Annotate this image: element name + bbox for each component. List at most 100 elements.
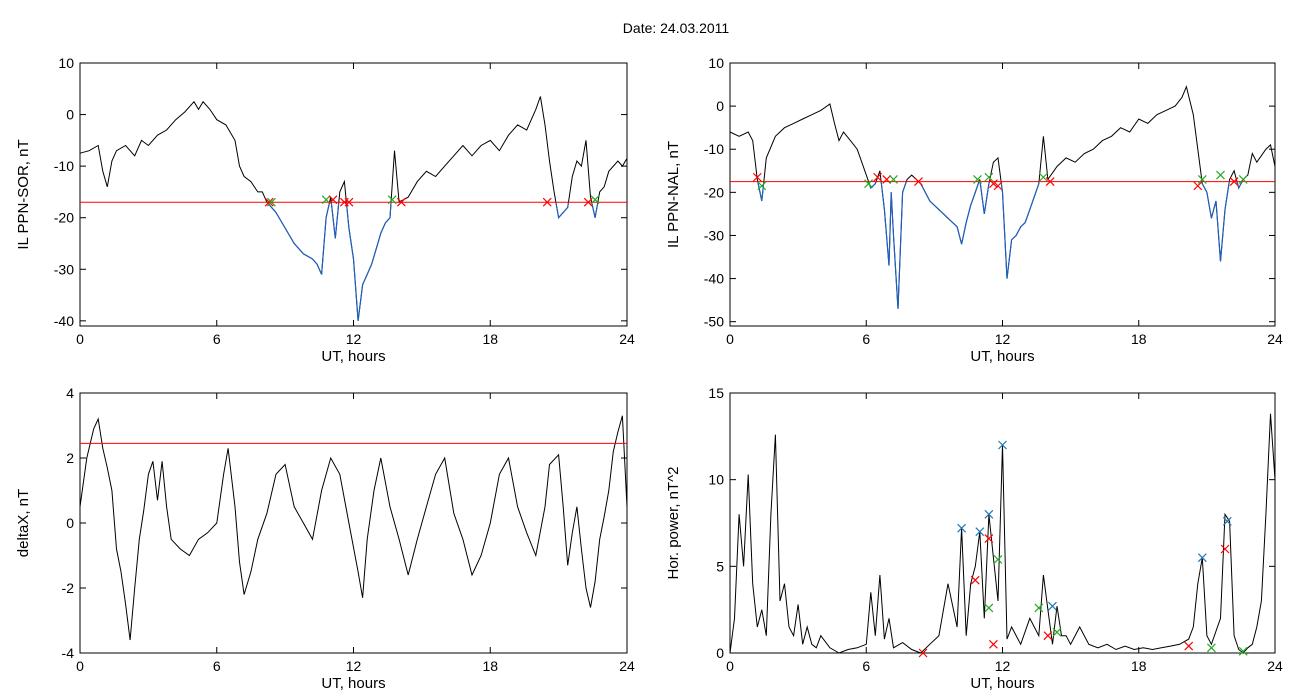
event-marker	[1197, 553, 1207, 563]
y-tick-label: 10	[708, 55, 724, 71]
y-tick-label: -20	[54, 210, 74, 226]
event-marker	[882, 174, 892, 184]
event-marker	[1216, 170, 1225, 180]
x-tick-label: 0	[726, 331, 734, 347]
event-marker	[267, 197, 276, 207]
y-tick-label: -40	[704, 271, 724, 287]
event-marker	[1206, 643, 1216, 653]
event-marker	[321, 195, 331, 205]
event-marker	[264, 197, 274, 207]
x-tick-label: 24	[619, 658, 635, 674]
y-tick-label: 0	[716, 98, 724, 114]
x-tick-label: 12	[346, 658, 362, 674]
y-tick-label: -2	[62, 580, 75, 596]
y-tick-label: -20	[704, 184, 724, 200]
x-tick-label: 24	[619, 331, 635, 347]
x-tick-label: 18	[1131, 658, 1147, 674]
event-marker	[914, 177, 923, 186]
event-marker	[583, 197, 593, 207]
panel-2: 0 6 12 18 24 10 0 -10 -20 -30 -40 -50 UT, hours IL PP…	[665, 55, 1283, 365]
y-tick-label: -10	[704, 141, 724, 157]
y-tick-label: 4	[66, 385, 74, 401]
y-tick-label: 10	[58, 55, 74, 71]
data-line	[79, 96, 628, 321]
plot-frame	[79, 392, 628, 654]
event-marker	[1220, 544, 1230, 554]
x-tick-label: 12	[995, 658, 1011, 674]
event-marker	[970, 575, 980, 585]
y-tick-label: -10	[54, 158, 74, 174]
event-marker	[1238, 174, 1248, 184]
y-axis-label: IL PPN-NAL, nT	[665, 141, 682, 248]
event-marker	[1229, 177, 1239, 186]
x-tick-label: 0	[76, 331, 84, 347]
y-axis-label: Hor. power, nT^2	[665, 467, 682, 580]
event-marker	[752, 172, 762, 182]
event-marker	[590, 195, 600, 205]
event-marker	[1038, 172, 1048, 182]
x-tick-label: 18	[1131, 331, 1147, 347]
event-marker	[344, 197, 354, 207]
x-tick-label: 6	[213, 658, 221, 674]
below-threshold-line	[757, 181, 1243, 309]
y-tick-label: 10	[708, 472, 724, 488]
event-marker	[1222, 516, 1232, 526]
event-marker	[1045, 177, 1055, 186]
event-marker	[1193, 181, 1203, 191]
y-tick-label: 0	[66, 107, 74, 123]
event-marker	[396, 197, 406, 207]
event-marker	[957, 523, 967, 533]
event-marker	[757, 181, 767, 191]
x-tick-label: 6	[213, 331, 221, 347]
y-tick-label: -50	[704, 314, 724, 330]
x-axis-label: UT, hours	[970, 348, 1034, 365]
event-marker	[1238, 646, 1248, 656]
event-marker	[918, 648, 928, 658]
event-marker	[988, 639, 998, 649]
event-marker	[1043, 631, 1053, 641]
panel-1: 0 6 12 18 24 10 0 -10 -20 -30 -40 UT, hours IL PPN-S…	[15, 55, 635, 365]
y-tick-label: 5	[716, 558, 724, 574]
x-axis-label: UT, hours	[321, 348, 385, 365]
y-tick-label: 15	[708, 385, 724, 401]
event-marker	[1052, 627, 1062, 637]
x-tick-label: 24	[1267, 658, 1283, 674]
event-marker	[993, 181, 1003, 191]
event-marker	[975, 527, 985, 537]
event-marker	[984, 534, 994, 544]
x-tick-label: 24	[1267, 331, 1283, 347]
event-marker	[1184, 641, 1194, 651]
x-tick-label: 0	[726, 658, 734, 674]
below-threshold-line	[266, 202, 599, 321]
y-tick-label: -40	[54, 313, 74, 329]
y-axis-label: deltaX, nT	[15, 489, 32, 557]
event-marker	[1034, 603, 1044, 613]
panel-3: 0 6 12 18 24 4 2 0 -2 -4 UT, hours deltaX, nT	[15, 385, 635, 692]
event-marker	[864, 179, 873, 189]
y-tick-label: -4	[62, 645, 75, 661]
event-marker	[988, 179, 998, 189]
x-axis-label: UT, hours	[970, 675, 1034, 692]
data-line	[729, 413, 1276, 654]
event-marker	[984, 603, 994, 613]
panel-4: 0 6 12 18 24 15 10 5 0 UT, hours Hor. power, nT^2	[665, 385, 1283, 692]
x-tick-label: 18	[482, 658, 498, 674]
y-tick-label: -30	[54, 261, 74, 277]
event-marker	[542, 197, 552, 207]
y-tick-label: -30	[704, 227, 724, 243]
event-marker	[984, 509, 994, 519]
data-line	[79, 415, 628, 641]
y-tick-label: 2	[66, 450, 74, 466]
plot-frame	[79, 62, 628, 327]
event-marker	[998, 440, 1007, 450]
y-tick-label: 0	[716, 645, 724, 661]
event-marker	[387, 195, 397, 205]
plot-frame	[729, 392, 1276, 654]
figure-title: Date: 24.03.2011	[622, 20, 730, 36]
x-tick-label: 12	[346, 331, 362, 347]
x-tick-label: 18	[482, 331, 498, 347]
event-marker	[873, 172, 883, 182]
x-axis-label: UT, hours	[321, 675, 385, 692]
event-marker	[993, 554, 1003, 564]
x-tick-label: 6	[862, 331, 870, 347]
